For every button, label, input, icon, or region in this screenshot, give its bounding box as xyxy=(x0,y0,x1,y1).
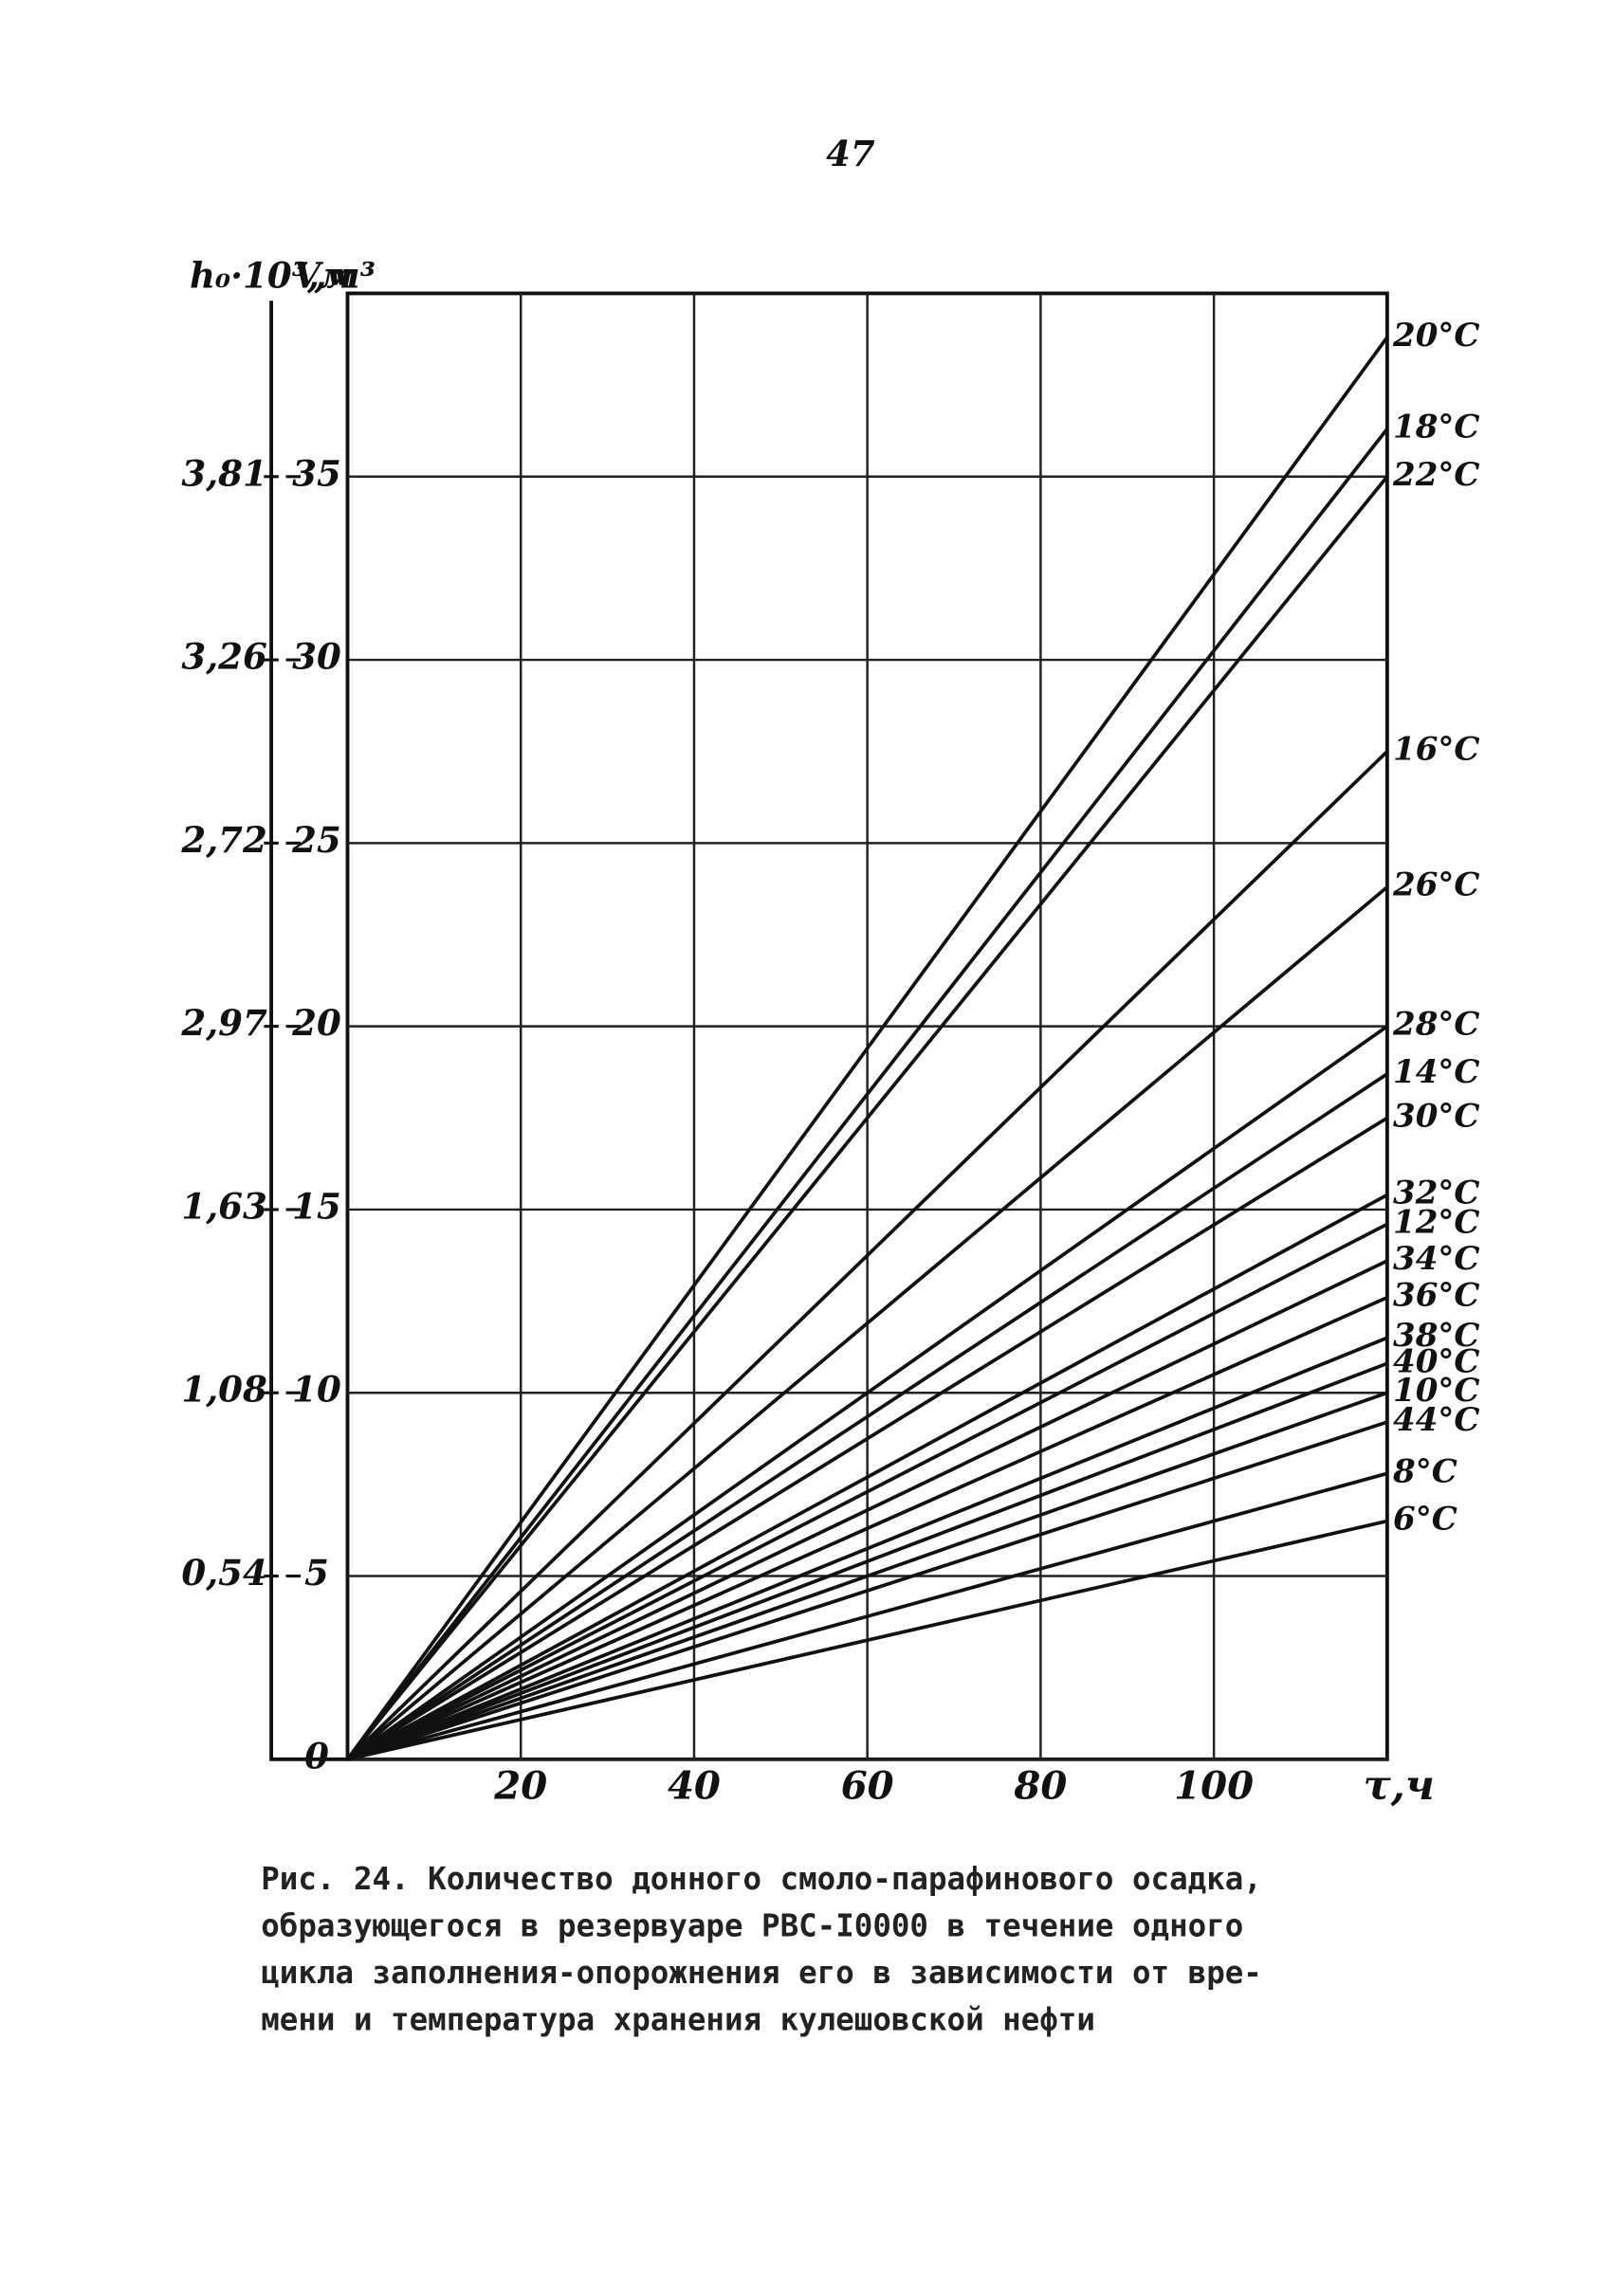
series-line xyxy=(346,1391,1388,1761)
series-line xyxy=(346,1471,1388,1761)
series-line xyxy=(346,1116,1388,1761)
left-tick-label: 2,72 xyxy=(180,819,266,861)
left-tick-label: 2,97 xyxy=(180,1002,267,1044)
series-label: 6°C xyxy=(1393,1501,1457,1539)
x-tick-label: 40 xyxy=(668,1763,721,1808)
left-tick-label: 3,26 xyxy=(181,636,266,678)
series-label: 22°C xyxy=(1392,456,1479,494)
series-label: 44°C xyxy=(1393,1401,1479,1439)
series-line xyxy=(346,475,1389,1761)
y-tick-label: 30 xyxy=(292,636,341,678)
caption-line: Рис. 24. Количество донного смоло-парафи… xyxy=(261,1861,1262,1897)
caption-line: мени и температура хранения кулешовской … xyxy=(261,2002,1095,2038)
series-line xyxy=(346,1222,1388,1761)
series-label: 14°C xyxy=(1393,1053,1479,1091)
series-label: 30°C xyxy=(1393,1097,1479,1135)
page-number: 47 xyxy=(826,133,875,174)
series-label: 26°C xyxy=(1392,866,1479,904)
series-line xyxy=(346,1259,1388,1761)
y-tick-label: 5 xyxy=(304,1552,329,1594)
series-label: 10°C xyxy=(1393,1372,1479,1410)
series-label: 8°C xyxy=(1392,1452,1457,1490)
y-tick-label: 0 xyxy=(304,1735,329,1777)
series-line xyxy=(347,1519,1388,1761)
x-tick-label: 20 xyxy=(493,1763,547,1808)
series-label: 20°C xyxy=(1392,317,1479,355)
left-tick-label: 1,08 xyxy=(181,1369,266,1411)
series-line xyxy=(346,1296,1388,1761)
series-label: 38°C xyxy=(1393,1317,1479,1355)
series-line xyxy=(346,1361,1388,1761)
x-tick-label: 60 xyxy=(841,1763,894,1808)
series-line xyxy=(346,1025,1388,1761)
series-label: 40°C xyxy=(1393,1342,1479,1380)
series-label: 12°C xyxy=(1393,1203,1479,1241)
x-axis-label: τ,ч xyxy=(1364,1761,1435,1810)
series-line xyxy=(346,428,1389,1760)
caption-line: цикла заполнения-опорожнения его в завис… xyxy=(261,1955,1262,1991)
series-line xyxy=(346,1193,1388,1761)
y-tick-label: 35 xyxy=(292,452,341,494)
left-tick-label: 1,63 xyxy=(181,1185,266,1227)
y-tick-label: 25 xyxy=(291,819,341,861)
series-label: 36°C xyxy=(1393,1277,1479,1315)
y-tick-label: 20 xyxy=(291,1002,341,1044)
left-tick-label: 3,81 xyxy=(181,452,266,494)
series-label: 32°C xyxy=(1393,1174,1479,1212)
series-line xyxy=(346,885,1389,1761)
series-line xyxy=(346,1420,1388,1761)
series-label: 18°C xyxy=(1393,409,1479,446)
series-label: 34°C xyxy=(1393,1240,1479,1278)
y-axis-label: V,м³ xyxy=(293,255,376,297)
series-line xyxy=(345,336,1389,1760)
y-axis-label-2: h₀·10³,м xyxy=(190,255,353,297)
series-label: 28°C xyxy=(1392,1006,1479,1044)
series-line xyxy=(346,1336,1388,1761)
left-tick-label: 0,54 xyxy=(181,1552,266,1594)
series-line xyxy=(346,750,1389,1761)
caption-line: образующегося в резервуаре РВС-I0000 в т… xyxy=(261,1908,1243,1944)
x-tick-label: 80 xyxy=(1013,1763,1067,1808)
series-label: 16°C xyxy=(1393,731,1479,769)
left-scale-line xyxy=(269,301,348,1761)
y-tick-label: 10 xyxy=(292,1369,341,1411)
x-tick-label: 100 xyxy=(1174,1763,1254,1808)
y-tick-label: 15 xyxy=(292,1185,341,1227)
series-line xyxy=(346,1072,1388,1761)
